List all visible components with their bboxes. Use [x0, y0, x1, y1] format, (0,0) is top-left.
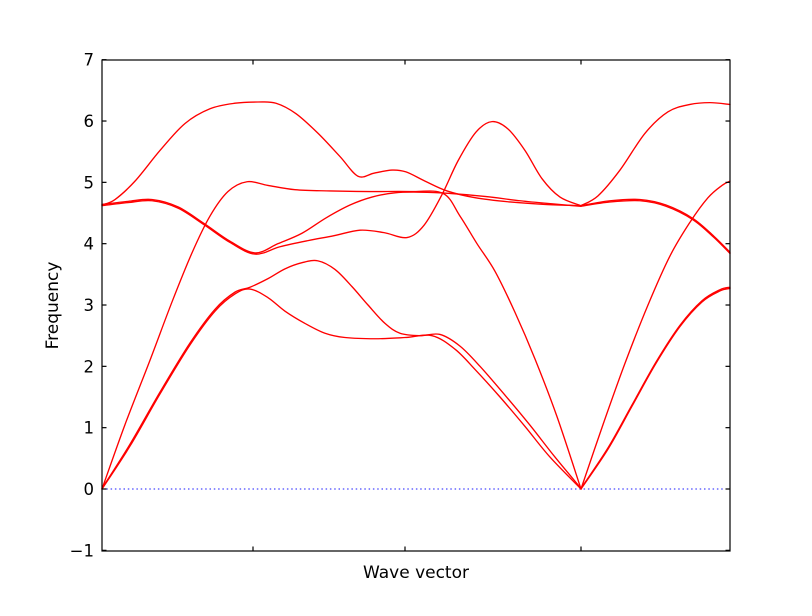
- y-tick-label: 4: [84, 235, 95, 254]
- y-tick-label: 3: [84, 296, 95, 315]
- y-axis-label: Frequency: [43, 262, 63, 350]
- tick-labels-layer: −1 0 1 2 3 4 5 6 7: [70, 51, 94, 561]
- y-tick-label: 7: [84, 51, 95, 70]
- band-4-longitudinal-acoustic-line: [101, 180, 582, 490]
- band-1-top-optical-line: [580, 101, 731, 207]
- axes-layer: [101, 59, 731, 552]
- band-2-optical-wavy-line: [101, 120, 582, 255]
- band-3-optical-flat-line: [101, 191, 582, 254]
- band-6-transverse-acoustic-b-line: [101, 259, 582, 490]
- band-3-optical-flat-line: [580, 199, 731, 255]
- band-5-transverse-acoustic-a-line: [580, 287, 731, 490]
- band-2-optical-wavy-line: [580, 198, 731, 253]
- band-4-longitudinal-acoustic-line: [580, 180, 731, 490]
- y-tick-label: −1: [70, 541, 94, 560]
- band-5-transverse-acoustic-a-line: [101, 288, 582, 490]
- band-lines-layer: [101, 101, 731, 490]
- y-tick-label: 6: [84, 112, 95, 131]
- y-tick-label: 0: [84, 480, 95, 499]
- band-6-transverse-acoustic-b-line: [580, 286, 731, 490]
- axes-frame: [101, 59, 731, 552]
- y-tick-label: 5: [84, 173, 95, 192]
- ticks-layer: [102, 59, 730, 551]
- y-tick-label: 1: [84, 419, 95, 438]
- band-1-top-optical-line: [101, 101, 582, 207]
- x-axis-label: Wave vector: [363, 563, 469, 583]
- y-tick-label: 2: [84, 357, 95, 376]
